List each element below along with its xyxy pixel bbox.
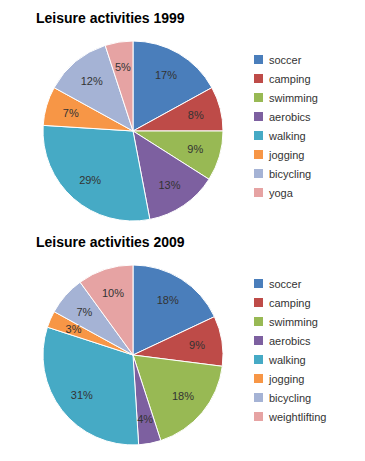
html-text:soccer: soccer <box>269 277 302 290</box>
html-text:yoga: yoga <box>269 186 293 199</box>
html-text:Leisure activities 1999: Leisure activities 1999 <box>36 10 185 26</box>
svg-text:3%: 3% <box>66 323 82 335</box>
svg-text:8%: 8% <box>188 109 204 121</box>
svg-text:4%: 4% <box>137 413 153 425</box>
html-text:bicycling: bicycling <box>269 391 312 404</box>
html-text:soccer: soccer <box>269 53 302 66</box>
svg-text:7%: 7% <box>76 306 92 318</box>
svg-text:9%: 9% <box>189 339 205 351</box>
html-text:swimming: swimming <box>269 91 318 104</box>
html-text:aerobics: aerobics <box>269 334 311 347</box>
svg-text:5%: 5% <box>115 61 131 73</box>
html-text:jogging: jogging <box>269 148 305 161</box>
html-text:jogging: jogging <box>269 372 305 385</box>
svg-text:17%: 17% <box>155 69 177 81</box>
svg-text:7%: 7% <box>63 107 79 119</box>
svg-text:31%: 31% <box>71 389 93 401</box>
html-text:aerobics: aerobics <box>269 110 311 123</box>
svg-text:12%: 12% <box>81 75 103 87</box>
html-text:weightlifting: weightlifting <box>269 410 327 423</box>
html-text:camping: camping <box>269 72 311 85</box>
html-text:walking: walking <box>269 353 306 366</box>
html-text:walking: walking <box>269 129 306 142</box>
svg-text:10%: 10% <box>102 287 124 299</box>
html-text:bicycling: bicycling <box>269 167 312 180</box>
html-text:swimming: swimming <box>269 315 318 328</box>
svg-text:13%: 13% <box>158 179 180 191</box>
html-text:camping: camping <box>269 296 311 309</box>
svg-text:18%: 18% <box>172 390 194 402</box>
html-text:Leisure activities 2009: Leisure activities 2009 <box>36 234 185 250</box>
svg-text:29%: 29% <box>79 174 101 186</box>
svg-text:9%: 9% <box>187 143 203 155</box>
svg-text:18%: 18% <box>157 294 179 306</box>
